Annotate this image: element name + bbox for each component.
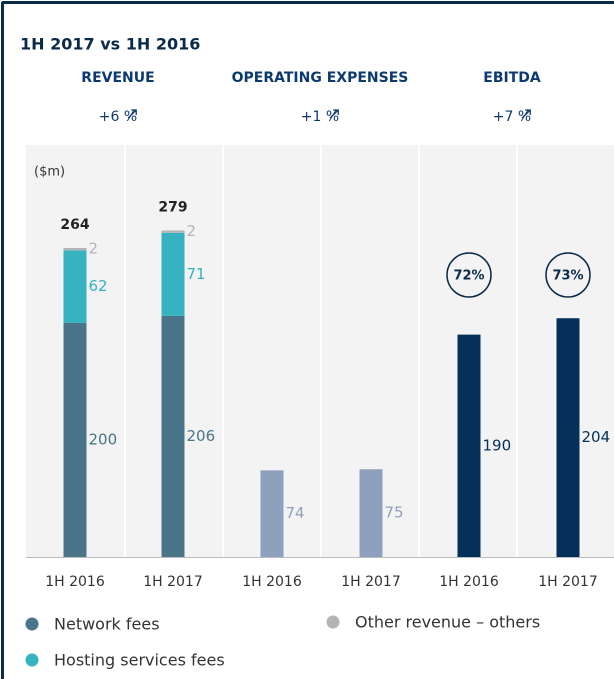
value-label: 206 bbox=[187, 427, 216, 445]
group-change: +1 % bbox=[301, 109, 339, 125]
legend-swatch bbox=[326, 615, 340, 629]
legend-swatch bbox=[25, 653, 39, 667]
bar-segment bbox=[457, 334, 481, 557]
bar-segment bbox=[63, 248, 87, 251]
total-label: 279 bbox=[158, 199, 187, 215]
value-label: 190 bbox=[483, 436, 512, 454]
group-title: EBITDA bbox=[483, 70, 541, 86]
bar-segment bbox=[63, 250, 87, 323]
x-tick-label: 1H 2017 bbox=[143, 574, 203, 590]
value-label: 62 bbox=[89, 277, 108, 295]
legend-label: Hosting services fees bbox=[54, 651, 225, 670]
group-title: OPERATING EXPENSES bbox=[232, 70, 409, 86]
unit-label: ($m) bbox=[34, 165, 65, 180]
bar-segment bbox=[63, 322, 87, 557]
bar-segment bbox=[260, 470, 284, 557]
legend-swatch bbox=[25, 617, 39, 631]
bar-segment bbox=[161, 230, 185, 233]
change-arrow bbox=[521, 109, 531, 119]
value-label: 2 bbox=[89, 240, 99, 258]
bar-segment bbox=[161, 315, 185, 557]
group-change: +6 % bbox=[99, 109, 137, 125]
margin-circle bbox=[446, 252, 492, 298]
group-change: +7 % bbox=[493, 109, 531, 125]
group-title: REVENUE bbox=[81, 70, 154, 86]
value-label: 75 bbox=[385, 504, 404, 522]
chart-title: 1H 2017 vs 1H 2016 bbox=[20, 35, 200, 54]
x-tick-label: 1H 2017 bbox=[538, 574, 598, 590]
value-label: 204 bbox=[582, 428, 611, 446]
value-label: 200 bbox=[89, 430, 118, 448]
value-label: 71 bbox=[187, 265, 206, 283]
margin-label: 72% bbox=[453, 269, 484, 284]
x-tick-label: 1H 2016 bbox=[242, 574, 302, 590]
legend-label: Network fees bbox=[54, 615, 160, 634]
x-tick-label: 1H 2016 bbox=[45, 574, 105, 590]
x-tick-label: 1H 2016 bbox=[439, 574, 499, 590]
total-label: 264 bbox=[60, 217, 89, 233]
bar-segment bbox=[161, 232, 185, 316]
change-arrow bbox=[329, 109, 339, 119]
change-arrow bbox=[127, 109, 137, 119]
value-label: 2 bbox=[187, 222, 197, 240]
margin-label: 73% bbox=[552, 269, 583, 284]
value-label: 74 bbox=[286, 504, 305, 522]
bar-segment bbox=[556, 318, 580, 557]
bar-segment bbox=[359, 469, 383, 557]
margin-circle bbox=[545, 252, 591, 298]
x-tick-label: 1H 2017 bbox=[341, 574, 401, 590]
legend-label: Other revenue – others bbox=[355, 613, 540, 632]
